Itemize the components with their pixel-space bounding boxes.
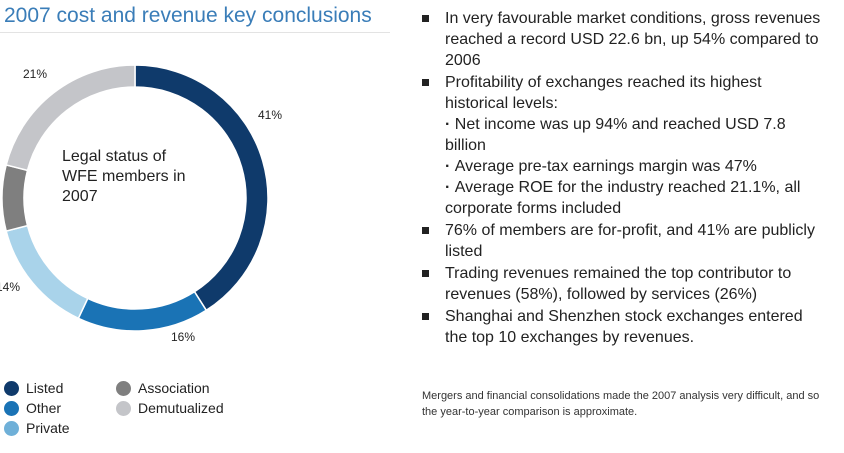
- bullet-item: 76% of members are for-profit, and 41% a…: [422, 220, 822, 262]
- legend-item: Private: [4, 420, 70, 436]
- footnote: Mergers and financial consolidations mad…: [422, 390, 820, 418]
- legend-item: Demutualized: [116, 400, 224, 416]
- data-label: 41%: [258, 108, 282, 122]
- data-label: 14%: [0, 280, 20, 294]
- data-label: 16%: [171, 330, 195, 344]
- legend-label: Association: [138, 380, 210, 396]
- donut-segment: [77, 290, 208, 332]
- legend-label: Private: [26, 420, 70, 436]
- sub-item: Average pre-tax earnings margin was 47%: [445, 156, 822, 177]
- data-label: 21%: [23, 67, 47, 81]
- bullet-text: Shanghai and Shenzhen stock exchanges en…: [445, 308, 803, 346]
- donut-segment: [1, 164, 29, 232]
- legend-swatch: [4, 380, 19, 396]
- sub-item: Average ROE for the industry reached 21.…: [445, 177, 822, 219]
- bullet-text: Trading revenues remained the top contri…: [445, 265, 792, 303]
- bullet-item: Trading revenues remained the top contri…: [422, 263, 822, 305]
- sub-item: Net income was up 94% and reached USD 7.…: [445, 114, 822, 156]
- legend-label: Other: [26, 400, 62, 416]
- legend-item: Listed: [4, 380, 63, 396]
- legend-item: Other: [4, 400, 61, 416]
- donut-chart: 41% 16% 14% 21%: [0, 64, 282, 344]
- legend-item: Association: [116, 380, 210, 396]
- legend: Listed Other Private Association Demutualize…: [0, 380, 260, 440]
- legend-swatch: [4, 400, 19, 416]
- sub-list: Net income was up 94% and reached USD 7.…: [445, 114, 822, 219]
- donut-segment: [5, 224, 89, 320]
- bullet-item: Shanghai and Shenzhen stock exchanges en…: [422, 306, 822, 348]
- separator: [0, 32, 390, 33]
- donut-segment: [5, 64, 136, 172]
- bullet-text: Profitability of exchanges reached its h…: [445, 74, 762, 112]
- bullet-text: 76% of members are for-profit, and 41% a…: [445, 222, 815, 260]
- bullet-item: Profitability of exchanges reached its h…: [422, 72, 822, 219]
- bullet-list: In very favourable market conditions, gr…: [422, 8, 822, 349]
- title: 2007 cost and revenue key conclusions: [4, 4, 372, 27]
- legend-swatch: [4, 420, 19, 436]
- bullet-text: In very favourable market conditions, gr…: [445, 10, 821, 69]
- legend-swatch: [116, 400, 131, 416]
- legend-swatch: [116, 380, 131, 396]
- bullet-item: In very favourable market conditions, gr…: [422, 8, 822, 71]
- center-label: Legal status of WFE members in 2007: [62, 148, 186, 205]
- legend-label: Demutualized: [138, 400, 224, 416]
- legend-label: Listed: [26, 380, 64, 396]
